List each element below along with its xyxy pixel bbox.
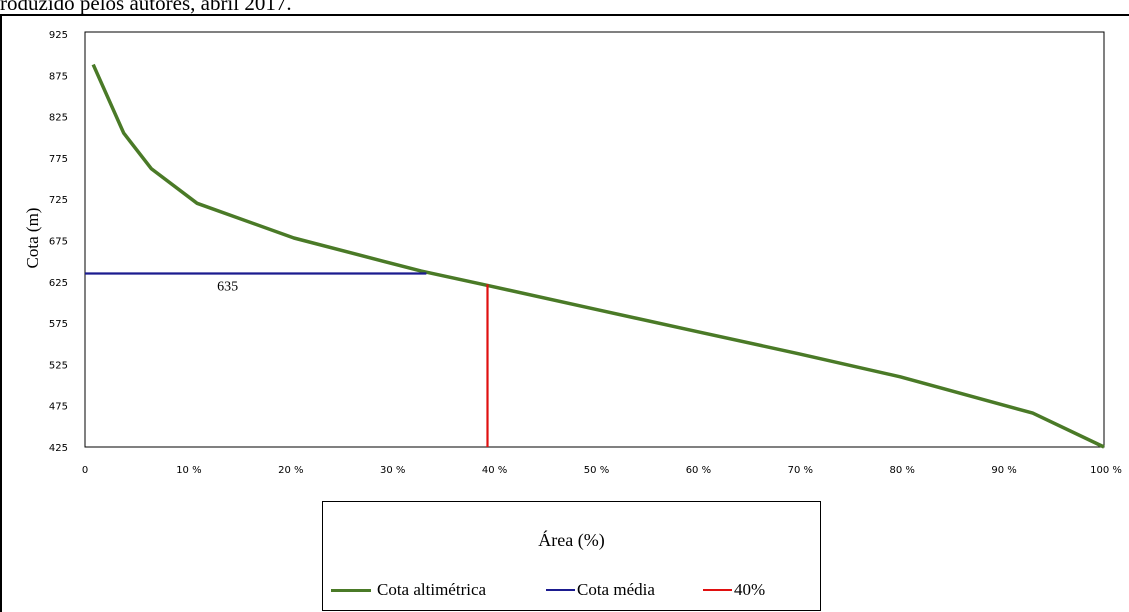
x-tick-label: 100 %	[1090, 465, 1122, 476]
legend-swatch-red	[703, 589, 732, 591]
legend-swatch-blue	[546, 589, 575, 591]
x-tick-label: 10 %	[176, 465, 201, 476]
legend-item-cota-altimetrica: Cota altimétrica	[331, 580, 486, 600]
x-axis-label: Área (%)	[538, 530, 605, 550]
legend-item-cota-media: Cota média	[546, 580, 655, 600]
x-tick-labels: 0 10 % 20 % 30 % 40 % 50 % 60 % 70 % 80 % 90 % 100…	[82, 465, 1122, 476]
x-tick-label: 60 %	[686, 465, 711, 476]
legend-item-40: 40%	[703, 580, 765, 600]
y-tick-label: 775	[49, 154, 68, 165]
legend-label: Cota média	[577, 580, 655, 599]
annotation-label: 635	[217, 279, 238, 294]
x-tick-label: 30 %	[380, 465, 405, 476]
y-axis-label: Cota (m)	[23, 208, 42, 269]
legend-label: 40%	[734, 580, 766, 599]
x-tick-label: 40 %	[482, 465, 507, 476]
y-tick-label: 675	[49, 237, 68, 248]
y-tick-label: 575	[49, 319, 68, 330]
y-tick-label: 925	[49, 30, 68, 41]
series-lines	[85, 63, 1105, 449]
y-tick-label: 625	[49, 278, 68, 289]
legend-label: Cota altimétrica	[377, 580, 487, 599]
series-line-0	[91, 63, 1105, 449]
annotations: 635	[217, 279, 238, 294]
y-tick-label: 525	[49, 360, 68, 371]
y-axis-label-group: Cota (m)	[23, 208, 42, 269]
y-tick-label: 725	[49, 195, 68, 206]
x-tick-label: 20 %	[278, 465, 303, 476]
axes	[84, 31, 1105, 448]
legend-box: Área (%) Cota altimétrica Cota média 40%	[322, 501, 821, 611]
x-tick-label: 90 %	[991, 465, 1016, 476]
x-tick-label: 0	[82, 465, 88, 476]
x-tick-label: 50 %	[584, 465, 609, 476]
legend-swatch-green	[331, 588, 371, 592]
chart-frame	[0, 14, 1129, 612]
y-tick-label: 425	[49, 443, 68, 454]
y-tick-labels: 925 875 825 775 725 675 625 575 525 475 425	[49, 30, 68, 454]
x-tick-label: 70 %	[788, 465, 813, 476]
figure-caption: roduzido pelos autores, abril 2017.	[0, 0, 292, 15]
plot-area-border	[84, 31, 1105, 448]
y-tick-label: 475	[49, 402, 68, 413]
y-tick-label: 875	[49, 71, 68, 82]
y-tick-label: 825	[49, 113, 68, 124]
x-tick-label: 80 %	[889, 465, 914, 476]
